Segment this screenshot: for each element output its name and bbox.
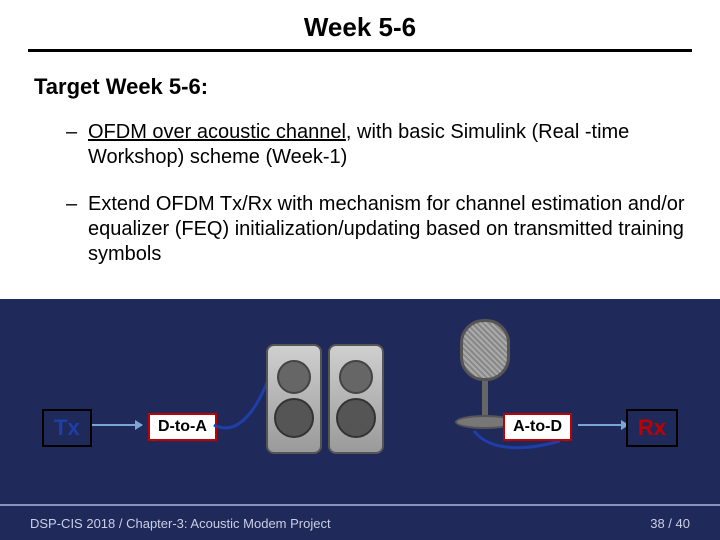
bullet-dash: – — [66, 192, 88, 267]
title-rule-wrap — [0, 49, 720, 56]
bullet-underlined: OFDM over acoustic channel — [88, 121, 346, 143]
slide-header: Week 5-6 — [0, 0, 720, 49]
rx-box: Rx — [626, 409, 678, 447]
d-to-a-box: D-to-A — [148, 413, 217, 441]
bullet-text: Extend OFDM Tx/Rx with mechanism for cha… — [88, 192, 686, 267]
arrow-atod-to-rx — [578, 424, 628, 426]
speaker-right-icon — [328, 344, 384, 454]
mic-head-icon — [460, 319, 510, 381]
slide-content: Target Week 5-6: – OFDM over acoustic ch… — [0, 56, 720, 299]
tx-box: Tx — [42, 409, 92, 447]
title-rule — [28, 49, 692, 52]
footer-left: DSP-CIS 2018 / Chapter-3: Acoustic Modem… — [30, 516, 331, 531]
subtitle: Target Week 5-6: — [34, 74, 686, 100]
footer-right: 38 / 40 — [650, 516, 690, 531]
bullet-list: – OFDM over acoustic channel, with basic… — [34, 120, 686, 267]
bullet-dash: – — [66, 120, 88, 170]
mic-stand-icon — [482, 381, 488, 415]
bullet-item: – Extend OFDM Tx/Rx with mechanism for c… — [66, 192, 686, 267]
arrow-tx-to-dtoa — [92, 424, 142, 426]
signal-chain-diagram: Tx D-to-A A-to-D Rx — [0, 299, 720, 509]
a-to-d-box: A-to-D — [503, 413, 572, 441]
slide-footer: DSP-CIS 2018 / Chapter-3: Acoustic Modem… — [0, 504, 720, 540]
speaker-left-icon — [266, 344, 322, 454]
bullet-item: – OFDM over acoustic channel, with basic… — [66, 120, 686, 170]
slide-title: Week 5-6 — [0, 12, 720, 43]
bullet-text: OFDM over acoustic channel, with basic S… — [88, 120, 686, 170]
bullet-rest: Extend OFDM Tx/Rx with mechanism for cha… — [88, 193, 685, 265]
speakers-icon — [255, 304, 395, 454]
